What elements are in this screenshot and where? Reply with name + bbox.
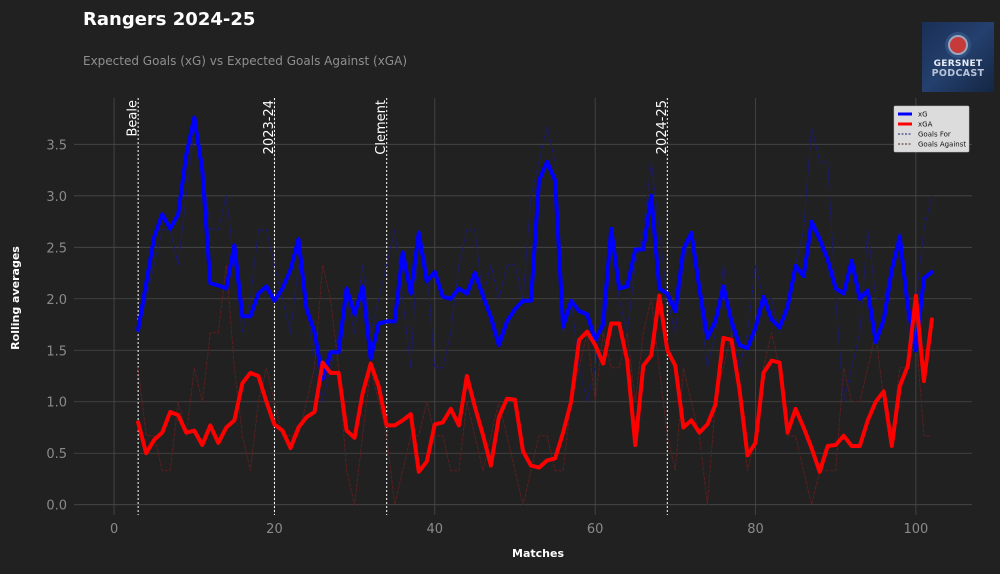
annotation-label: 2023-24: [262, 100, 277, 154]
y-tick-label: 0.5: [46, 447, 67, 462]
logo-text-line2: PODCAST: [931, 68, 985, 79]
y-tick-label: 1.5: [46, 344, 67, 359]
podcast-logo: GERSNET PODCAST: [922, 22, 994, 92]
chart-subtitle: Expected Goals (xG) vs Expected Goals Ag…: [83, 54, 407, 68]
x-tick-label: 80: [747, 522, 764, 537]
legend-entry: Goals For: [918, 131, 951, 139]
y-tick-label: 3.5: [46, 138, 67, 153]
x-tick-label: 100: [903, 522, 928, 537]
y-tick-label: 3.0: [46, 190, 67, 205]
legend-entry: Goals Against: [918, 141, 966, 149]
chart-title: Rangers 2024-25: [83, 9, 255, 30]
annotation-layer: Beale 2023-24 Clement 2024-25: [126, 98, 670, 515]
legend: xG xGA Goals For Goals Against: [893, 105, 970, 153]
y-tick-label: 1.0: [46, 396, 67, 411]
annotation-label: 2024-25: [655, 100, 670, 154]
legend-entry: xG: [918, 111, 928, 119]
annotation-label: Beale: [126, 100, 141, 137]
y-tick-label: 0.0: [46, 499, 67, 514]
x-tick-label: 20: [266, 522, 283, 537]
y-tick-label: 2.5: [46, 241, 67, 256]
annotation-label: Clement: [374, 100, 389, 155]
microphone-icon: [948, 35, 968, 55]
legend-entry: xGA: [918, 121, 933, 129]
logo-text-line1: GERSNET: [933, 59, 983, 69]
y-axis-label: Rolling averages: [9, 246, 22, 350]
y-tick-label: 2.0: [46, 293, 67, 308]
x-tick-label: 40: [427, 522, 444, 537]
x-axis-label: Matches: [512, 547, 564, 560]
x-tick-label: 0: [110, 522, 118, 537]
legend-box: [893, 105, 970, 153]
series-line-goals-against: [137, 264, 933, 506]
series-line-xg: [136, 115, 934, 382]
series-layer: [136, 115, 934, 506]
x-tick-label: 60: [587, 522, 604, 537]
series-line-xga: [136, 293, 934, 474]
